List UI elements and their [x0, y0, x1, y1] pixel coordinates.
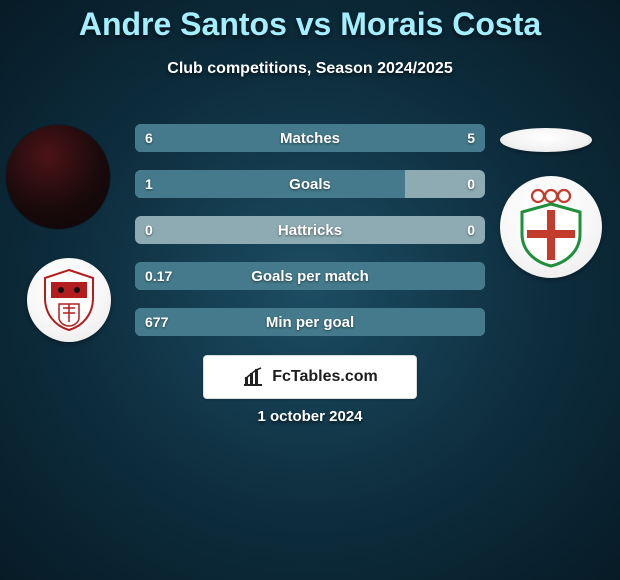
- shield-icon: [41, 268, 97, 332]
- watermark-text: FcTables.com: [272, 368, 378, 386]
- stat-row: 65Matches: [135, 124, 485, 152]
- stat-bar-bg: [135, 216, 485, 244]
- stats-container: 65Matches 10Goals 00Hattricks 0.17Goals per…: [135, 124, 485, 354]
- stat-bar-left-fill: [135, 262, 485, 290]
- player-right-photo: [500, 128, 592, 152]
- stat-row: 10Goals: [135, 170, 485, 198]
- club-badge-left: [27, 258, 111, 342]
- club-badge-right: [500, 176, 602, 278]
- bar-chart-icon: [242, 367, 264, 387]
- page-title: Andre Santos vs Morais Costa: [0, 6, 620, 43]
- stat-row: 677Min per goal: [135, 308, 485, 336]
- stat-row: 0.17Goals per match: [135, 262, 485, 290]
- stat-bar-right-fill: [326, 124, 485, 152]
- stat-bar-left-fill: [135, 308, 485, 336]
- comparison-card: Andre Santos vs Morais Costa Club compet…: [0, 0, 620, 580]
- stat-bar-left-fill: [135, 170, 405, 198]
- stat-bar-left-fill: [135, 124, 326, 152]
- footer-date: 1 october 2024: [0, 408, 620, 425]
- shield-icon: [514, 186, 588, 268]
- watermark: FcTables.com: [203, 355, 417, 399]
- player-left-photo: [6, 125, 110, 229]
- subtitle: Club competitions, Season 2024/2025: [0, 60, 620, 78]
- stat-row: 00Hattricks: [135, 216, 485, 244]
